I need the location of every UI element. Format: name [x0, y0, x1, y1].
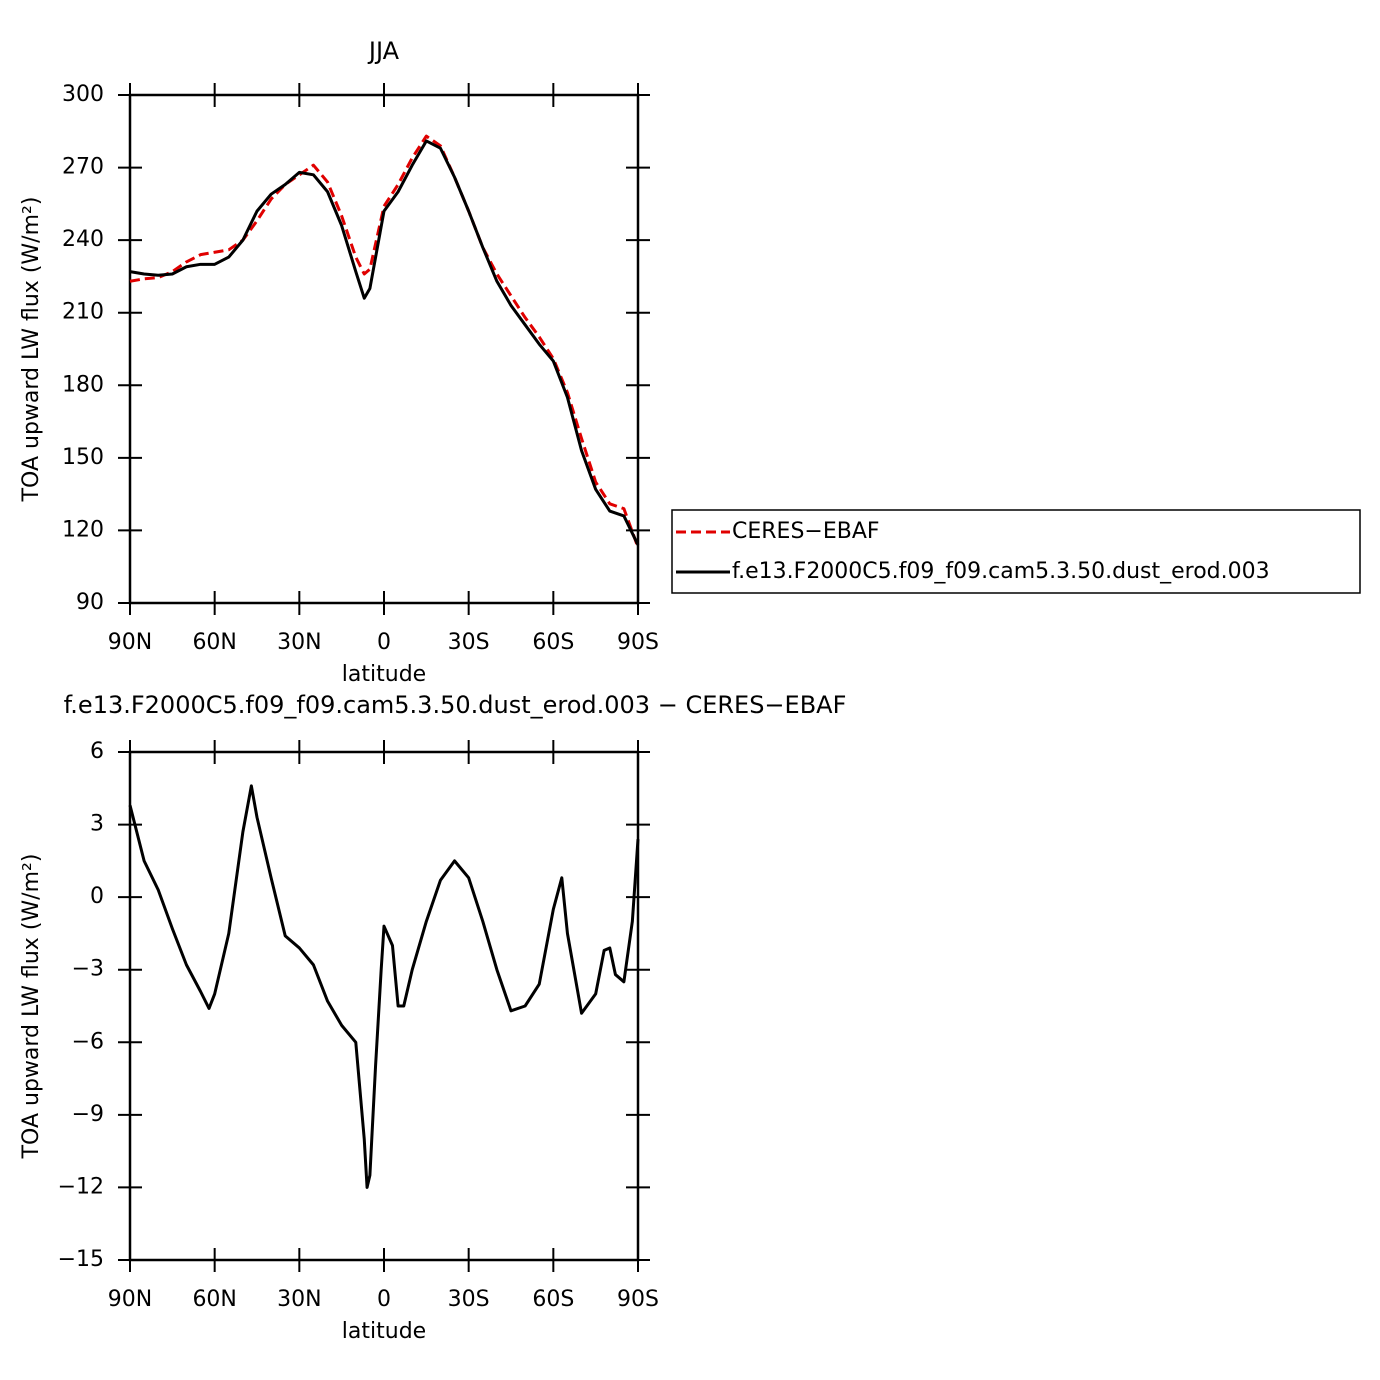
y-tick-label: 180: [62, 372, 104, 397]
x-tick-label: 30N: [277, 1287, 321, 1312]
x-tick-label: 90S: [617, 1287, 659, 1312]
x-tick-label: 90N: [108, 630, 152, 655]
x-tick-label: 90N: [108, 1287, 152, 1312]
y-tick-label: 150: [62, 445, 104, 470]
x-axis-label: latitude: [342, 662, 426, 687]
x-tick-label: 60S: [532, 630, 574, 655]
y-axis-label: TOA upward LW flux (W/m²): [19, 854, 44, 1160]
y-tick-label: 120: [62, 517, 104, 542]
y-tick-label: −6: [72, 1029, 104, 1054]
y-tick-label: −3: [72, 957, 104, 982]
y-tick-label: 6: [90, 739, 104, 764]
y-tick-label: 300: [62, 82, 104, 107]
line-series: [128, 784, 640, 1189]
y-tick-label: −9: [72, 1102, 104, 1127]
y-tick-label: 0: [90, 884, 104, 909]
y-tick-label: 270: [62, 155, 104, 180]
y-tick-label: 3: [90, 812, 104, 837]
x-tick-label: 30N: [277, 630, 321, 655]
x-tick-label: 30S: [448, 630, 490, 655]
x-tick-label: 0: [377, 1287, 391, 1312]
legend-box: [671, 509, 1361, 594]
x-tick-label: 90S: [617, 630, 659, 655]
y-tick-label: 90: [76, 590, 104, 615]
y-tick-label: 210: [62, 300, 104, 325]
x-tick-label: 0: [377, 630, 391, 655]
plot-frame: [128, 93, 640, 605]
x-axis-label: latitude: [342, 1319, 426, 1344]
y-tick-label: −15: [58, 1247, 104, 1272]
x-tick-label: 60N: [192, 630, 236, 655]
y-tick-label: 240: [62, 227, 104, 252]
x-tick-label: 60S: [532, 1287, 574, 1312]
y-tick-label: −12: [58, 1174, 104, 1199]
line-series: [129, 139, 640, 546]
x-tick-label: 60N: [192, 1287, 236, 1312]
line-series: [129, 134, 640, 548]
x-tick-label: 30S: [448, 1287, 490, 1312]
chart-title: JJA: [367, 37, 400, 65]
chart-title: f.e13.F2000C5.f09_f09.cam5.3.50.dust_ero…: [64, 691, 847, 719]
y-axis-label: TOA upward LW flux (W/m²): [19, 197, 44, 503]
legend-label: CERES−EBAF: [732, 519, 880, 544]
legend-label: f.e13.F2000C5.f09_f09.cam5.3.50.dust_ero…: [732, 559, 1270, 584]
